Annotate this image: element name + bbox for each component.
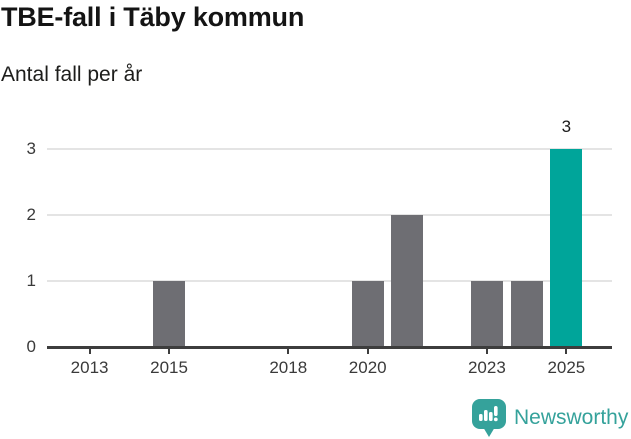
- chart-subtitle: Antal fall per år: [1, 63, 143, 86]
- x-tick-2025: [565, 348, 568, 354]
- x-tick-2018: [287, 348, 290, 354]
- y-axis-label-1: 1: [26, 271, 36, 290]
- bar-value-label-2025: 3: [561, 117, 572, 136]
- y-axis-label-2: 2: [26, 205, 36, 224]
- x-tick-label-2023: 2023: [467, 358, 506, 377]
- x-tick-2020: [366, 348, 369, 354]
- gridline-3: [47, 148, 612, 150]
- x-tick-label-2020: 2020: [348, 358, 387, 377]
- bar-2025: [550, 149, 583, 347]
- chart-title: TBE-fall i Täby kommun: [1, 2, 305, 32]
- y-axis-label-0: 0: [26, 337, 36, 356]
- brand-footer[interactable]: Newsworthy: [472, 399, 628, 437]
- brand-name: Newsworthy: [514, 406, 629, 429]
- bar-2024: [510, 281, 543, 347]
- bar-2021: [391, 215, 424, 347]
- bar-2015: [153, 281, 186, 347]
- gridline-1: [47, 280, 612, 282]
- bar-2023: [470, 281, 503, 347]
- newsworthy-logo-icon: [472, 399, 506, 437]
- x-tick-label-2025: 2025: [547, 358, 586, 377]
- gridline-2: [47, 214, 612, 216]
- x-tick-label-2018: 2018: [269, 358, 308, 377]
- x-tick-2013: [88, 348, 91, 354]
- bar-2020: [351, 281, 384, 347]
- plot-area: 2013 2015 2018 2020 2023 2025 3: [47, 117, 612, 377]
- x-tick-label-2013: 2013: [70, 358, 109, 377]
- x-tick-2023: [485, 348, 488, 354]
- x-axis-line: [47, 346, 612, 349]
- x-tick-label-2015: 2015: [150, 358, 188, 377]
- x-tick-2015: [168, 348, 171, 354]
- y-axis-label-3: 3: [26, 139, 36, 158]
